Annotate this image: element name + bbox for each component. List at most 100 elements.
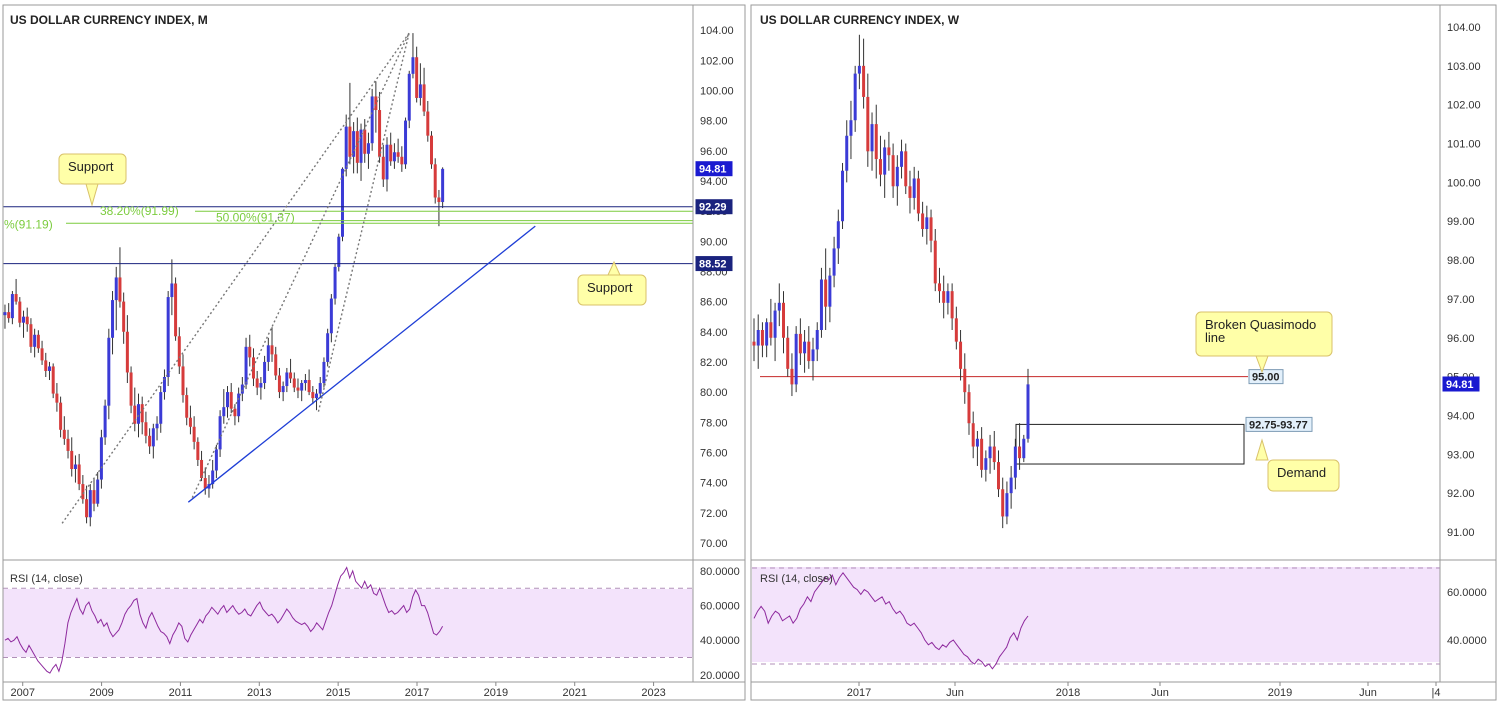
candle-bull bbox=[803, 341, 807, 354]
left-panel-frame bbox=[2, 4, 746, 701]
candle-bull bbox=[984, 458, 988, 470]
candle-bear bbox=[129, 372, 133, 406]
candle-bull bbox=[88, 490, 92, 518]
candle-bull bbox=[263, 361, 267, 384]
right-rsi-tick: 60.0000 bbox=[1447, 587, 1487, 599]
candle-bull bbox=[370, 96, 374, 144]
left-time-tick: 2017 bbox=[405, 687, 429, 699]
candle-bear bbox=[967, 392, 971, 424]
candle-bull bbox=[226, 392, 230, 408]
candle-bull bbox=[240, 384, 244, 394]
candle-bull bbox=[845, 135, 849, 171]
candle-bull bbox=[22, 316, 26, 323]
candle-bear bbox=[44, 360, 48, 371]
candle-bull bbox=[857, 65, 861, 74]
candle-bear bbox=[77, 464, 81, 485]
candle-bull bbox=[222, 407, 226, 417]
candle-bear bbox=[40, 348, 44, 361]
left-time-tick: 2007 bbox=[10, 687, 34, 699]
candle-bull bbox=[366, 143, 370, 154]
candle-bull bbox=[912, 178, 916, 198]
candle-bull bbox=[96, 479, 100, 504]
candle-bull bbox=[988, 446, 992, 459]
candle-bull bbox=[407, 73, 411, 121]
left-time-tick: 2011 bbox=[169, 687, 193, 699]
candle-bear bbox=[233, 408, 237, 417]
candle-bull bbox=[333, 266, 337, 299]
candle-bull bbox=[266, 345, 270, 362]
left-fib-618-label: %(91.19) bbox=[4, 217, 53, 231]
candle-bear bbox=[396, 152, 400, 157]
candle-bear bbox=[807, 341, 811, 362]
candle-bear bbox=[415, 57, 419, 98]
candle-bear bbox=[426, 111, 430, 136]
candle-bull bbox=[166, 297, 170, 377]
candle-bear bbox=[980, 438, 984, 470]
candle-bear bbox=[62, 429, 66, 439]
candle-bull bbox=[883, 147, 887, 175]
left-fib-ray-1 bbox=[61, 32, 410, 524]
right-callout-demand-text: Demand bbox=[1277, 465, 1326, 480]
left-price-tick: 84.00 bbox=[700, 327, 728, 339]
candle-bull bbox=[975, 438, 979, 447]
candle-bear bbox=[25, 316, 29, 325]
candle-bear bbox=[255, 378, 259, 388]
left-rsi-axis: 80.0000 60.0000 40.0000 20.0000 bbox=[700, 566, 740, 682]
candle-bear bbox=[996, 462, 1000, 490]
right-price-tick: 102.00 bbox=[1447, 100, 1481, 112]
left-callout-support-bottom-text: Support bbox=[587, 280, 633, 295]
candle-bear bbox=[59, 402, 63, 430]
candle-bull bbox=[103, 405, 107, 438]
candle-bull bbox=[211, 470, 215, 485]
right-rsi-label: RSI (14, close) bbox=[760, 573, 833, 585]
candle-bear bbox=[70, 450, 74, 470]
candle-bear bbox=[248, 346, 252, 358]
candle-bull bbox=[441, 168, 445, 203]
right-time-tick: Jun bbox=[1359, 687, 1377, 699]
right-rsi-tick: 40.0000 bbox=[1447, 635, 1487, 647]
right-panel-frame bbox=[750, 4, 1497, 701]
candle-bull bbox=[218, 416, 222, 450]
candle-bull bbox=[285, 372, 289, 387]
candle-bear bbox=[862, 65, 866, 97]
candle-bull bbox=[136, 404, 140, 424]
right-price-tick: 97.00 bbox=[1447, 294, 1475, 306]
candle-bear bbox=[363, 129, 367, 154]
right-price-tick: 104.00 bbox=[1447, 22, 1481, 34]
candle-bear bbox=[355, 131, 359, 163]
left-time-tick: 2023 bbox=[641, 687, 665, 699]
candle-bull bbox=[344, 126, 348, 169]
candle-bear bbox=[229, 392, 233, 409]
candle-bull bbox=[870, 124, 874, 152]
candle-bull bbox=[832, 248, 836, 276]
candle-bear bbox=[185, 395, 189, 418]
candle-bear bbox=[904, 151, 908, 187]
candle-bear bbox=[400, 156, 404, 165]
candle-bull bbox=[756, 330, 760, 346]
right-tag-current: 94.81 bbox=[1446, 379, 1474, 391]
right-panel: 104.00 103.00 102.00 101.00 100.00 99.00 98.00… bbox=[750, 4, 1497, 701]
candle-bull bbox=[392, 152, 396, 162]
candle-bear bbox=[296, 387, 300, 391]
candle-bear bbox=[769, 322, 773, 338]
candle-bull bbox=[155, 423, 159, 429]
candle-bear bbox=[866, 96, 870, 152]
candle-bear bbox=[174, 283, 178, 337]
right-price-tick: 94.00 bbox=[1447, 410, 1475, 422]
candle-bear bbox=[348, 126, 352, 157]
candle-bear bbox=[1001, 489, 1005, 517]
candle-bear bbox=[274, 354, 278, 376]
left-price-tick: 96.00 bbox=[700, 146, 728, 158]
candle-bull bbox=[151, 428, 155, 447]
candle-bear bbox=[422, 84, 426, 112]
candle-bull bbox=[162, 377, 166, 393]
candle-bear bbox=[289, 372, 293, 379]
left-tag-support-lower-box bbox=[695, 256, 733, 272]
candle-bull bbox=[811, 349, 815, 362]
left-fib-382-label: 38.20%(91.99) bbox=[100, 204, 179, 218]
left-price-tick: 80.00 bbox=[700, 387, 728, 399]
left-candles bbox=[3, 33, 693, 658]
candle-bear bbox=[916, 178, 920, 214]
candle-bear bbox=[85, 499, 89, 518]
right-time-tick: 2018 bbox=[1056, 687, 1080, 699]
